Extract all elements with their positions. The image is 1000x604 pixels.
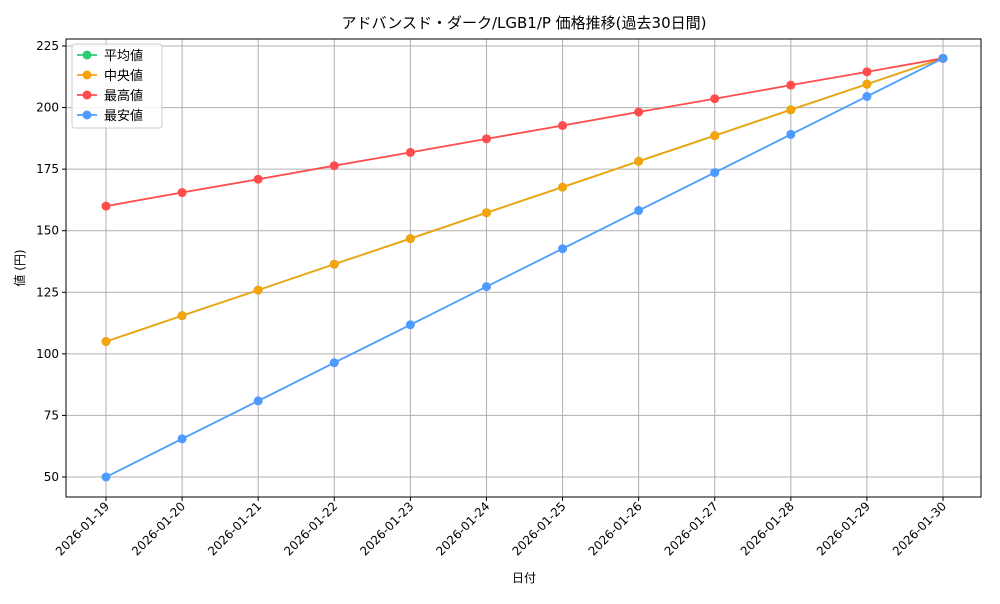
data-point [101, 201, 111, 211]
legend-label: 中央値 [104, 68, 143, 84]
x-tick-label: 2026-01-23 [357, 499, 416, 558]
data-point [405, 234, 415, 244]
x-tick-label: 2026-01-26 [586, 499, 645, 558]
legend-marker [82, 110, 92, 120]
data-point [558, 244, 568, 254]
data-point [862, 91, 872, 101]
x-axis-label: 日付 [512, 571, 536, 585]
data-point [634, 206, 644, 216]
y-tick-label: 50 [44, 470, 59, 484]
x-tick-label: 2026-01-19 [53, 499, 112, 558]
y-tick-label: 100 [36, 347, 59, 361]
data-point [786, 80, 796, 90]
x-tick-label: 2026-01-22 [281, 499, 340, 558]
data-point [177, 434, 187, 444]
plot-area-frame [65, 38, 982, 498]
data-point [481, 208, 491, 218]
data-point [405, 320, 415, 330]
chart-title: アドバンスド・ダーク/LGB1/P 価格推移(過去30日間) [342, 14, 707, 32]
data-point [938, 53, 948, 63]
data-point [329, 259, 339, 269]
data-point [481, 134, 491, 144]
data-point [558, 121, 568, 131]
data-point [405, 147, 415, 157]
series-line-3 [105, 57, 944, 478]
x-tick-label: 2026-01-29 [814, 499, 873, 558]
x-tick-label: 2026-01-30 [890, 499, 949, 558]
data-point [862, 67, 872, 77]
y-tick-label: 175 [36, 162, 59, 176]
data-point [558, 182, 568, 192]
data-point [862, 79, 872, 89]
y-tick-label: 225 [36, 39, 59, 53]
data-point [101, 337, 111, 347]
data-point [710, 94, 720, 104]
legend-label: 最安値 [104, 108, 143, 124]
x-tick-label: 2026-01-25 [509, 499, 568, 558]
data-point [786, 129, 796, 139]
x-tick-label: 2026-01-28 [738, 499, 797, 558]
series-line-2 [105, 57, 944, 207]
data-point [329, 358, 339, 368]
data-point [253, 174, 263, 184]
y-tick-label: 150 [36, 224, 59, 238]
x-tick-label: 2026-01-20 [129, 499, 188, 558]
data-point [101, 472, 111, 482]
data-point [253, 285, 263, 295]
legend-marker [82, 50, 92, 60]
data-point [786, 105, 796, 115]
data-point [634, 156, 644, 166]
data-point [710, 131, 720, 141]
x-tick-label: 2026-01-27 [662, 499, 721, 558]
y-axis-label: 値 (円) [12, 249, 27, 286]
series-line-1 [105, 57, 944, 343]
data-point [481, 282, 491, 292]
y-tick-label: 75 [44, 408, 59, 422]
y-tick-label: 125 [36, 285, 59, 299]
legend-label: 平均値 [104, 48, 143, 64]
data-point [177, 311, 187, 321]
x-tick-label: 2026-01-21 [205, 499, 264, 558]
legend-marker [82, 70, 92, 80]
legend-box [71, 43, 163, 129]
x-tick-label: 2026-01-24 [433, 499, 492, 558]
y-tick-label: 200 [36, 101, 59, 115]
legend-marker [82, 90, 92, 100]
data-point [329, 161, 339, 171]
data-point [710, 168, 720, 178]
data-point [253, 396, 263, 406]
legend-label: 最高値 [104, 88, 143, 104]
data-point [177, 188, 187, 198]
data-point [634, 107, 644, 117]
